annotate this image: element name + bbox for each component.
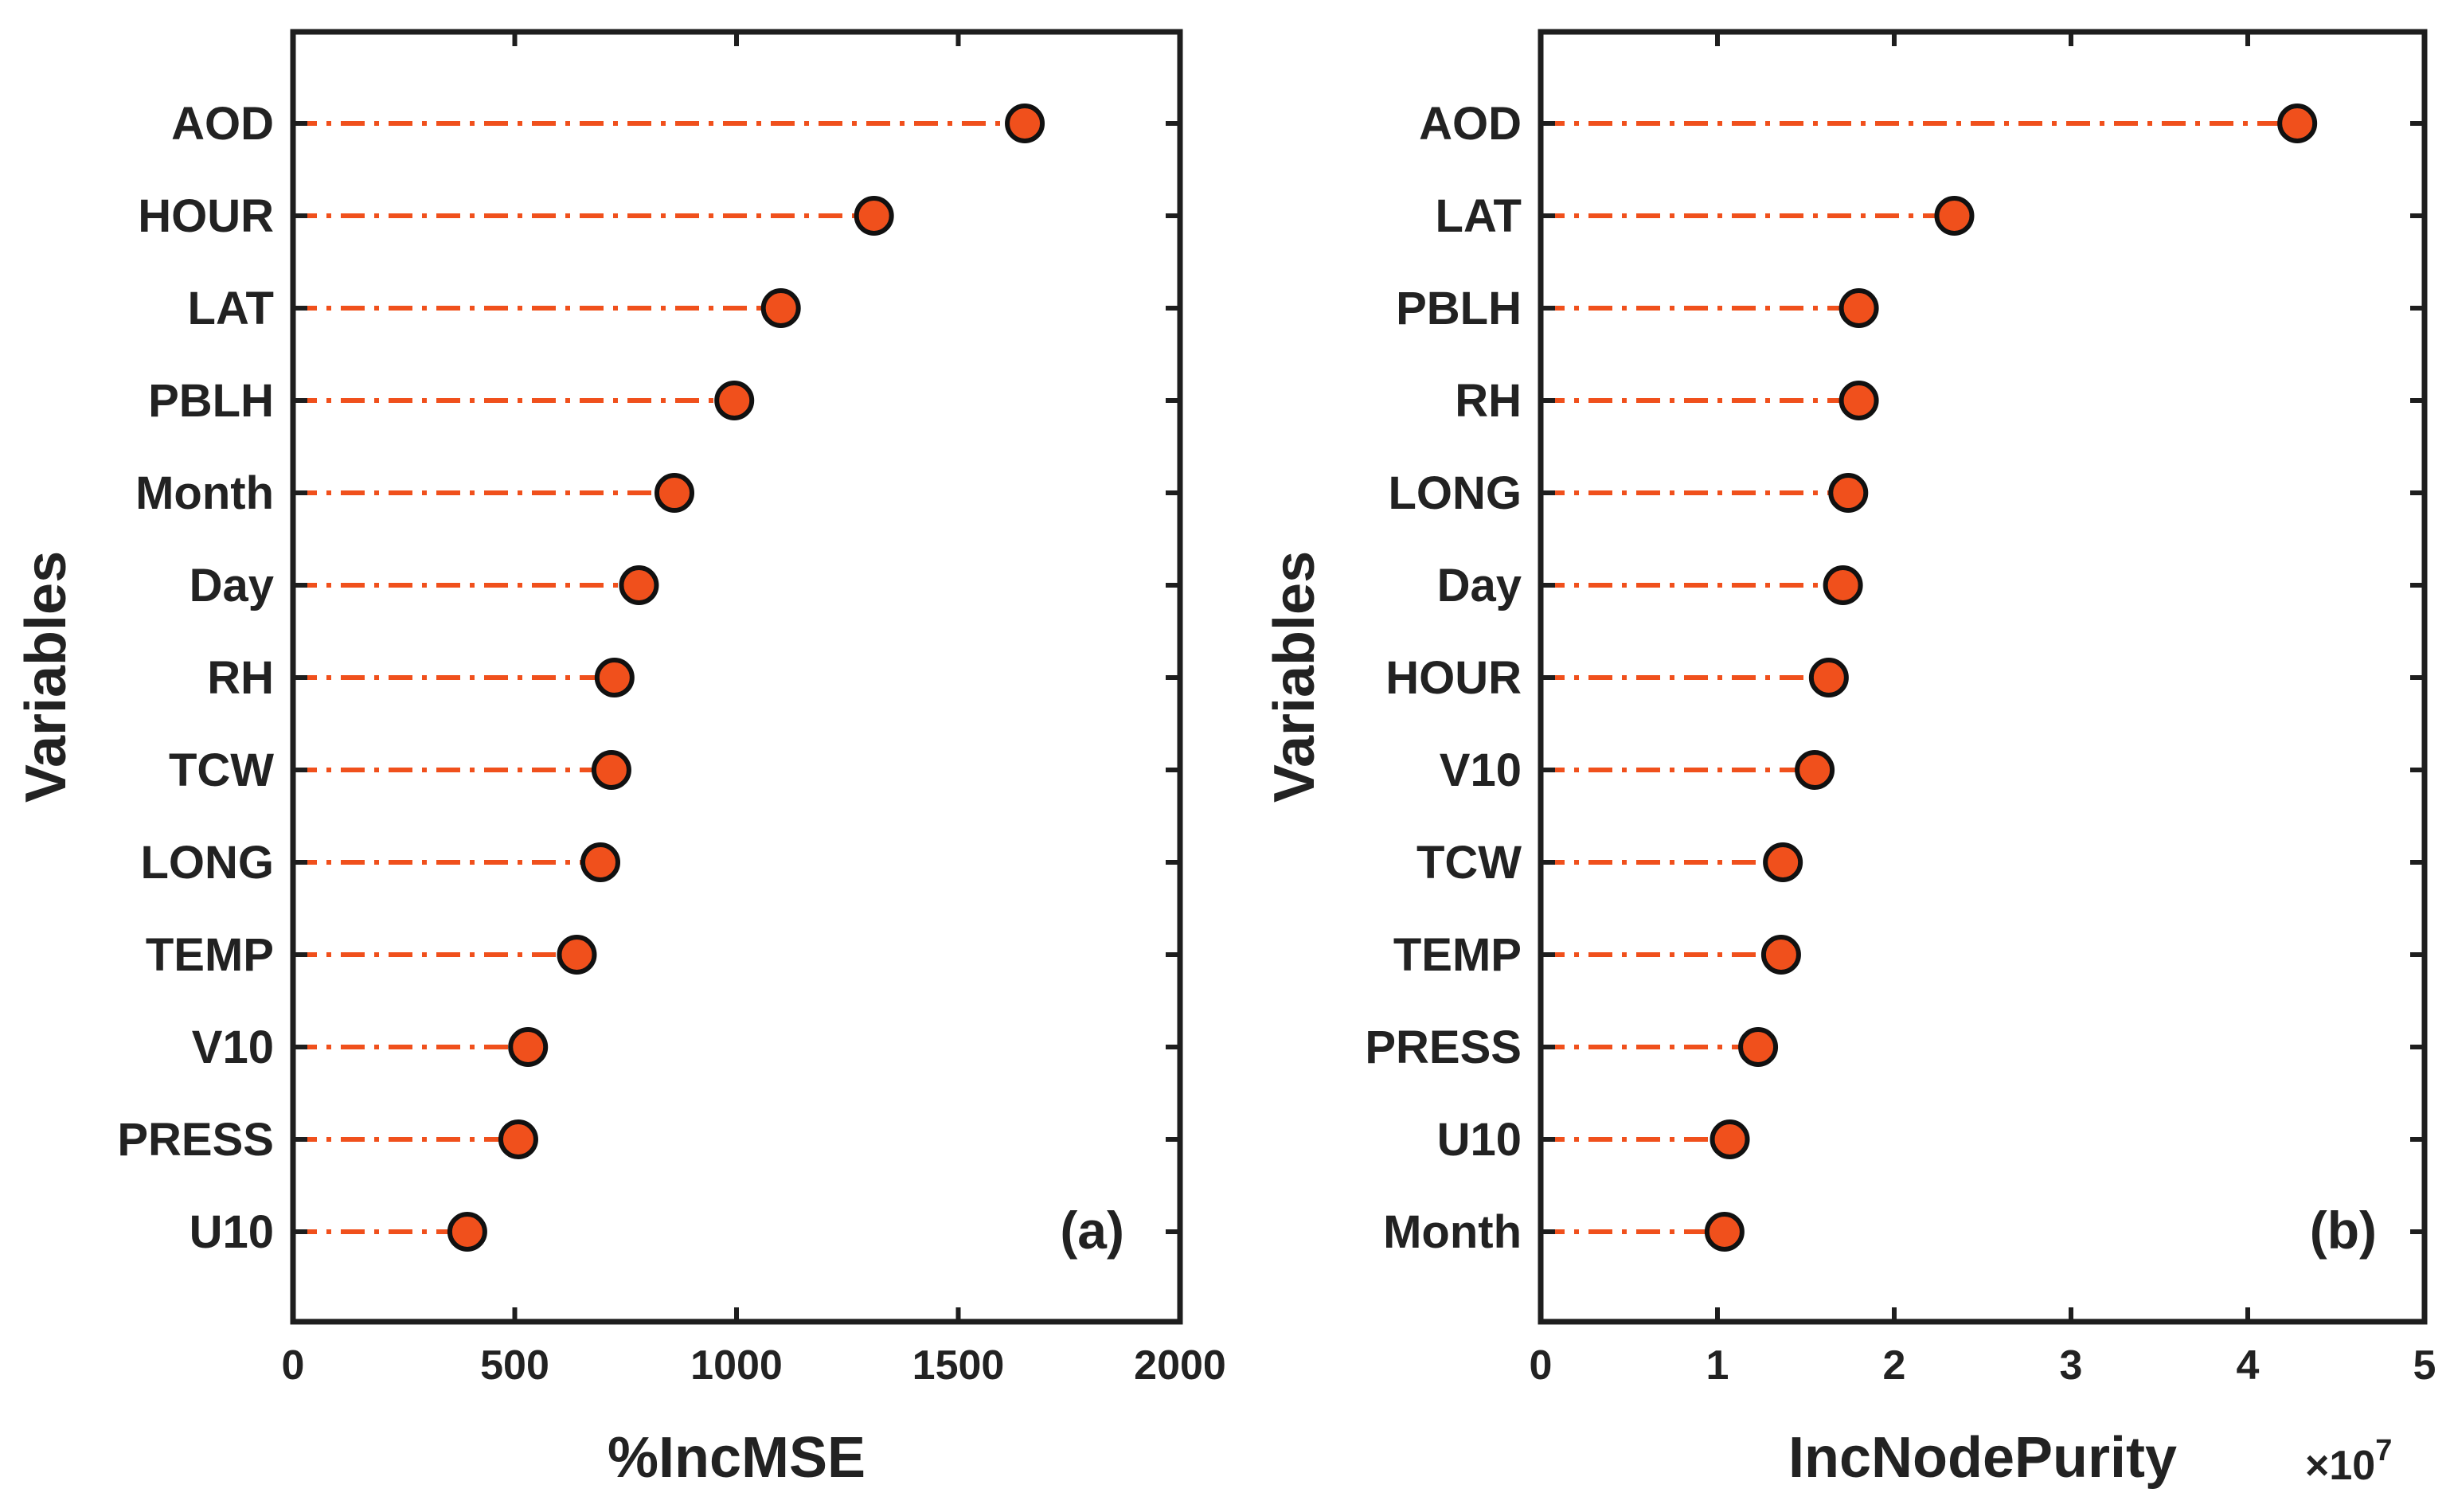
panel-a-category-label: AOD: [171, 98, 274, 150]
panel-b-category-label: TEMP: [1393, 929, 1522, 981]
panel-b-x-tick-label: 4: [2237, 1342, 2260, 1389]
panel-b-category-label: RH: [1455, 375, 1522, 427]
panel-b-point: [1838, 381, 1879, 420]
panel-b-x-tick-label: 5: [2413, 1342, 2436, 1389]
panel-b-x-multiplier-exponent: 7: [2375, 1434, 2392, 1467]
panel-b-x-tick-label: 1: [1706, 1342, 1729, 1389]
panel-a-category-label: Day: [190, 560, 274, 611]
panel-b-category-label: LAT: [1436, 190, 1522, 242]
panel-a-x-tick-label: 1000: [690, 1342, 783, 1389]
panel-a-category-label: RH: [207, 652, 274, 704]
panel-b-x-tick-label: 2: [1883, 1342, 1906, 1389]
panel-b-x-tick-label: 0: [1530, 1342, 1553, 1389]
panel-b-ticks: [1538, 32, 2427, 1322]
panel-a-labels: 0 500 1000 1500 2000 AOD HOUR LAT PBLH Month Day RH…: [117, 98, 1225, 1389]
panel-a-category-label: HOUR: [138, 190, 274, 242]
panel-b-point: [1934, 196, 1975, 236]
panel-a-x-tick-label: 0: [282, 1342, 305, 1389]
panel-b-category-label: U10: [1437, 1114, 1522, 1166]
panel-a-point: [447, 1212, 487, 1252]
panel-a-label: (a): [1060, 1201, 1124, 1260]
panel-a-ticks: [291, 32, 1182, 1322]
panel-b-point: [1704, 1212, 1745, 1252]
panel-b-point: [2277, 104, 2318, 143]
panel-a-point: [760, 288, 801, 328]
panel-b-labels: 0 1 2 3 4 5 AOD LAT PBLH RH LONG Day HOUR V10 TCW TEMP P…: [1365, 98, 2436, 1389]
panel-b-point: [1838, 288, 1879, 328]
panel-b-category-label: LONG: [1388, 467, 1522, 519]
panel-b-point: [1795, 750, 1835, 790]
panel-b-category-label: Day: [1437, 560, 1522, 611]
panel-a-category-label: PRESS: [117, 1114, 274, 1166]
panel-a-category-label: PBLH: [148, 375, 274, 427]
panel-a-category-label: LAT: [188, 283, 274, 334]
panel-b-category-label: AOD: [1419, 98, 1522, 150]
panel-b-x-tick-label: 3: [2060, 1342, 2083, 1389]
panel-a-point: [557, 935, 597, 975]
panel-a-point: [655, 473, 695, 513]
panel-b-point: [1808, 658, 1849, 697]
panel-a-marks: [293, 104, 1045, 1252]
panel-b-point: [1763, 842, 1803, 882]
panel-a-point: [498, 1119, 538, 1159]
panel-a: 0 500 1000 1500 2000 AOD HOUR LAT PBLH Month Day RH…: [14, 29, 1226, 1490]
panel-a-ylabel: Variables: [14, 551, 78, 803]
panel-b-point: [1823, 565, 1863, 605]
panel-a-x-tick-label: 500: [480, 1342, 549, 1389]
panel-a-category-label: TEMP: [146, 929, 274, 981]
panel-b-category-label: PRESS: [1365, 1022, 1522, 1073]
panel-a-point: [854, 196, 894, 236]
panel-b-category-label: TCW: [1416, 837, 1522, 889]
panel-b-label: (b): [2310, 1201, 2377, 1260]
panel-a-x-tick-label: 1500: [912, 1342, 1005, 1389]
panel-a-point: [714, 381, 755, 420]
panel-b-point: [1738, 1027, 1779, 1067]
panel-a-point: [580, 842, 621, 882]
panel-a-category-label: U10: [190, 1206, 274, 1258]
panel-a-point: [619, 565, 659, 605]
panel-a-point: [1005, 104, 1045, 143]
panel-b-xlabel: IncNodePurity: [1788, 1426, 2177, 1490]
panel-b-point: [1760, 935, 1801, 975]
panel-b-category-label: V10: [1440, 744, 1522, 796]
panel-b-x-multiplier-base: ×10: [2305, 1443, 2375, 1489]
panel-a-point: [594, 658, 635, 697]
panel-a-category-label: V10: [192, 1022, 274, 1073]
panel-a-category-label: Month: [135, 467, 274, 519]
panel-a-category-label: LONG: [140, 837, 274, 889]
panel-b-ylabel: Variables: [1263, 551, 1327, 803]
panel-a-xlabel: %IncMSE: [608, 1426, 866, 1490]
panel-b-point: [1828, 473, 1869, 513]
panel-a-category-label: TCW: [169, 744, 274, 796]
panel-b-category-label: Month: [1383, 1206, 1522, 1258]
panel-b-category-label: HOUR: [1385, 652, 1522, 704]
panel-a-point: [508, 1027, 549, 1067]
panel-a-x-tick-label: 2000: [1134, 1342, 1226, 1389]
panel-b-x-multiplier: ×107: [2305, 1434, 2392, 1489]
panel-b: 0 1 2 3 4 5 AOD LAT PBLH RH LONG Day HOUR V10 TCW TEMP P…: [1263, 29, 2436, 1490]
panel-a-point: [591, 750, 631, 790]
panel-b-marks: [1541, 104, 2318, 1252]
panel-b-point: [1710, 1119, 1750, 1159]
panel-b-category-label: PBLH: [1396, 283, 1522, 334]
